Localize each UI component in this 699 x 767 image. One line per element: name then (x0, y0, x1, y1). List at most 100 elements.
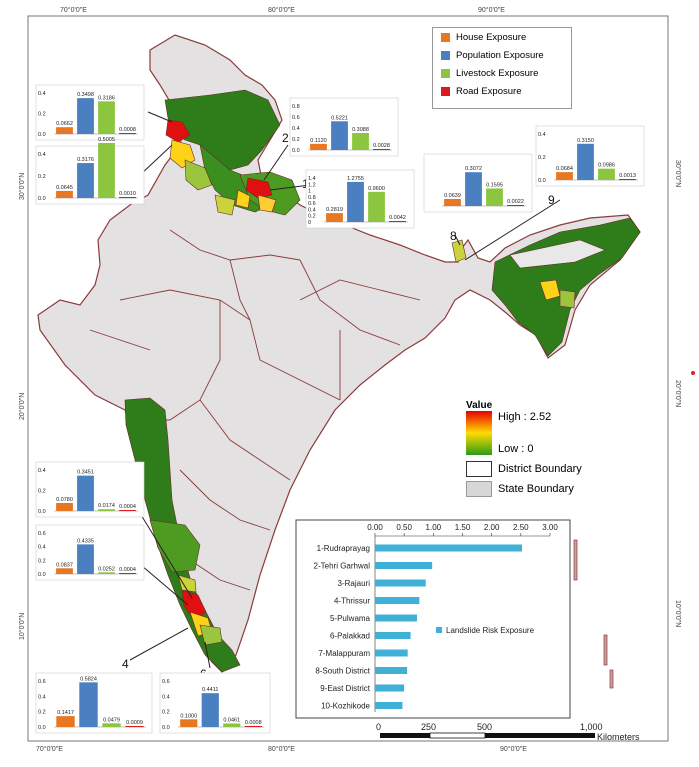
mini-chart-value-label: 1.2755 (347, 176, 364, 182)
coord-bottom-2: 80°0'0"E (268, 745, 295, 753)
mini-chart-ytick: 0.0 (538, 178, 546, 184)
ranking-category-label: 4-Thrissur (334, 597, 370, 606)
mini-chart-ytick: 0.0 (38, 572, 46, 578)
mini-chart-ytick: 1.4 (308, 176, 316, 182)
value-legend-title: Value (466, 400, 493, 411)
mini-chart-value-label: 0.0174 (98, 503, 115, 509)
mini-chart-value-label: 0.3150 (577, 138, 594, 144)
coord-top-3: 90°0'0"E (478, 6, 505, 14)
mini-chart-value-label: 0.0252 (98, 566, 115, 572)
mini-chart-bar (331, 121, 348, 150)
state-boundary-swatch (466, 481, 492, 497)
ranking-category-label: 1-Rudraprayag (317, 544, 370, 553)
state-boundaries (89, 229, 421, 591)
legend-row-house: House Exposure (433, 28, 571, 46)
ranking-category-label: 6-Palakkad (330, 632, 370, 641)
mini-chart-bar (56, 503, 73, 511)
mini-chart-bar (77, 475, 94, 511)
ranking-xtick: 0.50 (396, 523, 412, 532)
mini-chart-ytick: 0.4 (538, 132, 546, 138)
road-swatch (441, 86, 450, 96)
mini-chart-ytick: 0.4 (162, 694, 170, 700)
scale-unit: Kilometers (597, 732, 640, 742)
value-gradient-row: High : 2.52 Low : 0 (466, 411, 626, 455)
mini-chart-value-label: 0.0022 (507, 199, 524, 205)
ranking-bar (375, 614, 417, 622)
mini-chart-ytick: 0.4 (308, 207, 316, 213)
ranking-bar (375, 579, 426, 587)
coord-left-2: 20°0'0"N (18, 393, 26, 420)
mini-chart-bar (98, 509, 115, 511)
ranking-chart-bars: 1-Rudraprayag 2-Tehri Garhwal 3-Rajauri 4-T… (314, 544, 522, 711)
ranking-bar (375, 649, 408, 657)
mini-chart-7: 0.6 0.4 0.2 0.0 0.0837 0.4335 0.0252 0.0004 (35, 524, 145, 581)
ranking-bar (375, 562, 433, 569)
mini-chart-8: 0.0639 0.3072 0.1595 0.0022 (423, 153, 533, 213)
mini-chart-ytick: 0.4 (38, 694, 46, 700)
mini-chart-value-label: 0.3088 (352, 127, 369, 133)
mini-chart-value-label: 0.4335 (77, 538, 94, 544)
mini-chart-bar (180, 719, 198, 727)
mini-chart-1: 1.41.210.80.60.40.200.28191.27550.96000.… (305, 169, 415, 229)
mini-chart-value-label: 0.5005 (98, 137, 115, 143)
coord-bottom-1: 70°0'0"E (36, 745, 63, 753)
mini-chart-value-label: 0.1000 (180, 713, 197, 719)
district-boundary-row: District Boundary (466, 459, 626, 479)
legend-row-population: Population Exposure (433, 46, 571, 64)
mini-chart-value-label: 0.0662 (56, 121, 73, 127)
value-gradient (466, 411, 492, 455)
region-number-9: 9 (548, 193, 555, 207)
mini-chart-bar (98, 572, 115, 574)
mini-chart-bar (556, 172, 573, 180)
mini-chart-value-label: 0.3176 (77, 157, 94, 163)
region-number-2: 2 (282, 131, 289, 145)
mini-chart-value-label: 0.1417 (57, 710, 74, 716)
mini-chart-ytick: 0.4 (38, 545, 46, 551)
mini-chart-value-label: 0.3498 (77, 92, 94, 98)
legend-row-road: Road Exposure (433, 82, 571, 100)
mini-chart-ytick: 0.0 (38, 509, 46, 515)
mini-chart-value-label: 0.0837 (56, 562, 73, 568)
map-frame (27, 15, 669, 742)
mini-chart-bar (77, 163, 94, 198)
ranking-bar (375, 632, 411, 639)
legend-road-label: Road Exposure (456, 85, 522, 97)
legend-livestock-label: Livestock Exposure (456, 67, 539, 79)
mini-chart-value-label: 0.5221 (331, 115, 348, 121)
mini-chart-value-label: 0.0004 (119, 567, 136, 573)
coord-top-1: 70°0'0"E (60, 6, 87, 14)
mini-chart-ytick: 0.4 (292, 126, 300, 132)
mini-chart-bar (598, 168, 615, 180)
mini-chart-ytick: 0.4 (38, 468, 46, 474)
mini-chart-value-label: 0.1120 (310, 138, 326, 144)
coord-left-1: 30°0'0"N (18, 173, 26, 200)
ranking-category-label: 9-East District (320, 684, 371, 693)
mini-chart-bar (244, 726, 262, 727)
ranking-chart: 0.00 0.50 1.00 1.50 2.00 2.50 3.00 1-Rudrapray… (295, 519, 571, 719)
mini-chart-bar (368, 191, 385, 222)
mini-chart-bar (77, 544, 94, 574)
mini-chart-ytick: 0.0 (38, 132, 46, 138)
mini-chart-bar (310, 143, 327, 150)
coord-right-2: 20°0'0"N (674, 380, 682, 407)
ranking-category-label: 8-South District (315, 667, 370, 676)
mini-chart-ytick: 0.6 (38, 679, 46, 685)
ranking-xtick: 3.00 (542, 523, 558, 532)
scale-tick-250: 250 (421, 722, 436, 732)
mini-chart-5: 0.4 0.2 0.0 0.0662 0.3498 0.3186 0.0008 (35, 84, 145, 141)
mini-chart-value-label: 0.0008 (119, 127, 136, 133)
mini-chart-bar (223, 723, 241, 727)
mini-chart-value-label: 0.0008 (245, 720, 262, 726)
region-number-8: 8 (450, 229, 457, 243)
mini-chart-value-label: 0.0986 (598, 163, 615, 169)
state-boundary-row: State Boundary (466, 479, 626, 499)
mini-chart-10: 0.4 0.2 0.0 0.0780 0.3451 0.0174 0.0004 (35, 461, 145, 518)
ranking-xtick: 1.50 (455, 523, 471, 532)
mini-chart-bar (56, 190, 73, 198)
ranking-category-label: 7-Malappuram (318, 649, 370, 658)
mini-chart-value-label: 0.0461 (223, 717, 240, 723)
region-number-1: 1 (302, 177, 309, 191)
scale-bar: 0 250 500 1,000 Kilometers (376, 722, 640, 742)
mini-chart-ytick: 0.2 (292, 137, 300, 143)
house-swatch (441, 32, 450, 42)
